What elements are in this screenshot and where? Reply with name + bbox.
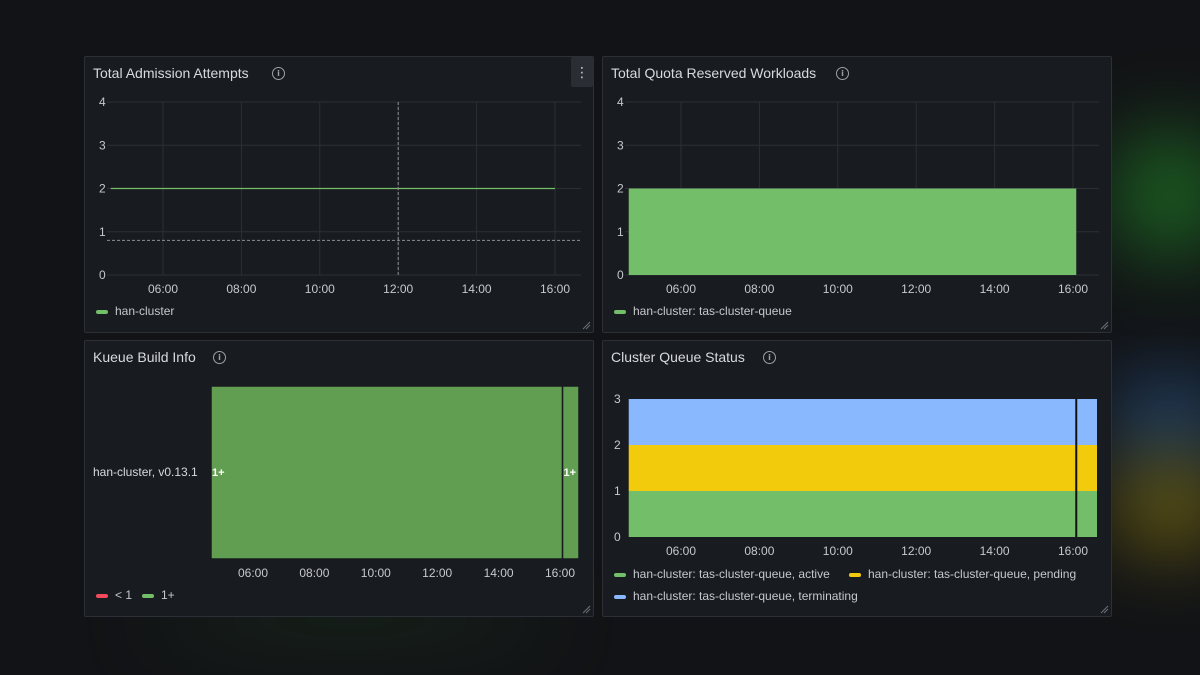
x-tick-label: 16:00	[1058, 282, 1088, 296]
info-icon[interactable]: i	[763, 351, 776, 364]
x-tick-label: 10:00	[823, 544, 853, 558]
y-tick-label: 4	[617, 95, 624, 109]
x-tick-label: 14:00	[484, 566, 514, 580]
x-tick-label: 06:00	[666, 282, 696, 296]
cell-label: 1+	[212, 467, 225, 479]
stacked-area-1	[628, 445, 1097, 491]
y-tick-label: 3	[614, 392, 621, 406]
background-glow-green	[1110, 130, 1200, 260]
x-tick-label: 14:00	[462, 282, 492, 296]
y-tick-label: 2	[99, 182, 106, 196]
x-tick-label: 12:00	[422, 566, 452, 580]
legend-label: han-cluster: tas-cluster-queue	[633, 304, 792, 318]
x-tick-label: 16:00	[1058, 544, 1088, 558]
row-label: han-cluster, v0.13.1	[93, 465, 198, 479]
info-icon[interactable]: i	[272, 67, 285, 80]
x-tick-label: 10:00	[305, 282, 335, 296]
y-tick-label: 1	[99, 225, 106, 239]
quota-chart: 0 1 2 3 4 06:00 08:00 10:00 12:00 14:00 16:00 han-c…	[614, 95, 1099, 318]
x-tick-label: 16:00	[545, 566, 575, 580]
legend-swatch	[96, 310, 108, 314]
x-tick-label: 06:00	[148, 282, 178, 296]
x-tick-label: 16:00	[540, 282, 570, 296]
y-tick-label: 0	[614, 530, 621, 544]
y-tick-label: 3	[99, 138, 106, 152]
panel-cluster-queue-status[interactable]: Cluster Queue Status i 0 1 2 3 06:00 08:00 10:…	[602, 340, 1112, 617]
x-tick-label: 08:00	[744, 282, 774, 296]
y-tick-label: 0	[617, 268, 624, 282]
y-tick-label: 1	[614, 484, 621, 498]
x-tick-label: 06:00	[238, 566, 268, 580]
x-tick-label: 08:00	[299, 566, 329, 580]
panel-title: Total Admission Attempts	[93, 65, 249, 81]
x-tick-label: 08:00	[226, 282, 256, 296]
x-tick-label: 10:00	[823, 282, 853, 296]
panel-title: Total Quota Reserved Workloads	[611, 65, 817, 81]
legend-label: han-cluster: tas-cluster-queue, active	[633, 567, 830, 581]
y-tick-label: 3	[617, 138, 624, 152]
legend-swatch	[614, 310, 626, 314]
legend-label: han-cluster: tas-cluster-queue, pending	[868, 567, 1076, 581]
panel-title: Kueue Build Info	[93, 349, 196, 365]
legend-swatch	[614, 573, 626, 577]
legend-swatch	[142, 594, 154, 598]
legend-label: < 1	[115, 588, 132, 602]
cluster-queue-status-chart: 0 1 2 3 06:00 08:00 10:00 12:00 14:00 16:00 han-cl…	[614, 392, 1097, 603]
build-info-chart: han-cluster, v0.13.1 1+ 1+ 06:00 08:00 10:00 1…	[93, 385, 580, 602]
resize-handle-icon[interactable]	[582, 605, 591, 614]
legend-swatch	[96, 594, 108, 598]
heatmap-cell	[210, 385, 564, 560]
resize-handle-icon[interactable]	[1100, 605, 1109, 614]
panel-title: Cluster Queue Status	[611, 349, 745, 365]
panel-build-info[interactable]: Kueue Build Info i han-cluster, v0.13.1 1…	[84, 340, 594, 617]
info-icon[interactable]: i	[836, 67, 849, 80]
x-tick-label: 08:00	[744, 544, 774, 558]
x-tick-label: 14:00	[980, 282, 1010, 296]
legend-label: han-cluster: tas-cluster-queue, terminat…	[633, 589, 858, 603]
x-tick-label: 06:00	[666, 544, 696, 558]
y-tick-label: 1	[617, 225, 624, 239]
y-tick-label: 2	[614, 438, 621, 452]
admission-chart: 0 1 2 3 4 06:00 08:00 10:00 12:00 14:00 16:00 han-c…	[96, 95, 581, 318]
stacked-area-0	[628, 491, 1097, 537]
legend-swatch	[614, 595, 626, 599]
legend-label: han-cluster	[115, 304, 174, 318]
resize-handle-icon[interactable]	[582, 321, 591, 330]
panel-quota-reserved[interactable]: Total Quota Reserved Workloads i 0 1 2 3 4 06…	[602, 56, 1112, 333]
x-tick-label: 14:00	[980, 544, 1010, 558]
kebab-menu-icon[interactable]: ⋮	[571, 57, 593, 87]
y-tick-label: 0	[99, 268, 106, 282]
panel-admission-attempts[interactable]: Total Admission Attempts i ⋮ 0 1 2 3 4 06:00 0…	[84, 56, 594, 333]
background-glow-yellow	[1110, 460, 1200, 550]
x-tick-label: 12:00	[901, 544, 931, 558]
area-han-cluster-tas-cluster-queue	[628, 188, 1077, 275]
x-tick-label: 12:00	[383, 282, 413, 296]
heatmap-cell	[561, 385, 580, 560]
y-tick-label: 4	[99, 95, 106, 109]
x-tick-label: 12:00	[901, 282, 931, 296]
background-glow-blue	[1110, 380, 1200, 460]
stacked-area-2	[628, 399, 1097, 445]
resize-handle-icon[interactable]	[1100, 321, 1109, 330]
info-icon[interactable]: i	[213, 351, 226, 364]
legend-label: 1+	[161, 588, 175, 602]
legend-swatch	[849, 573, 861, 577]
x-tick-label: 10:00	[361, 566, 391, 580]
y-tick-label: 2	[617, 182, 624, 196]
cell-label: 1+	[564, 467, 577, 479]
